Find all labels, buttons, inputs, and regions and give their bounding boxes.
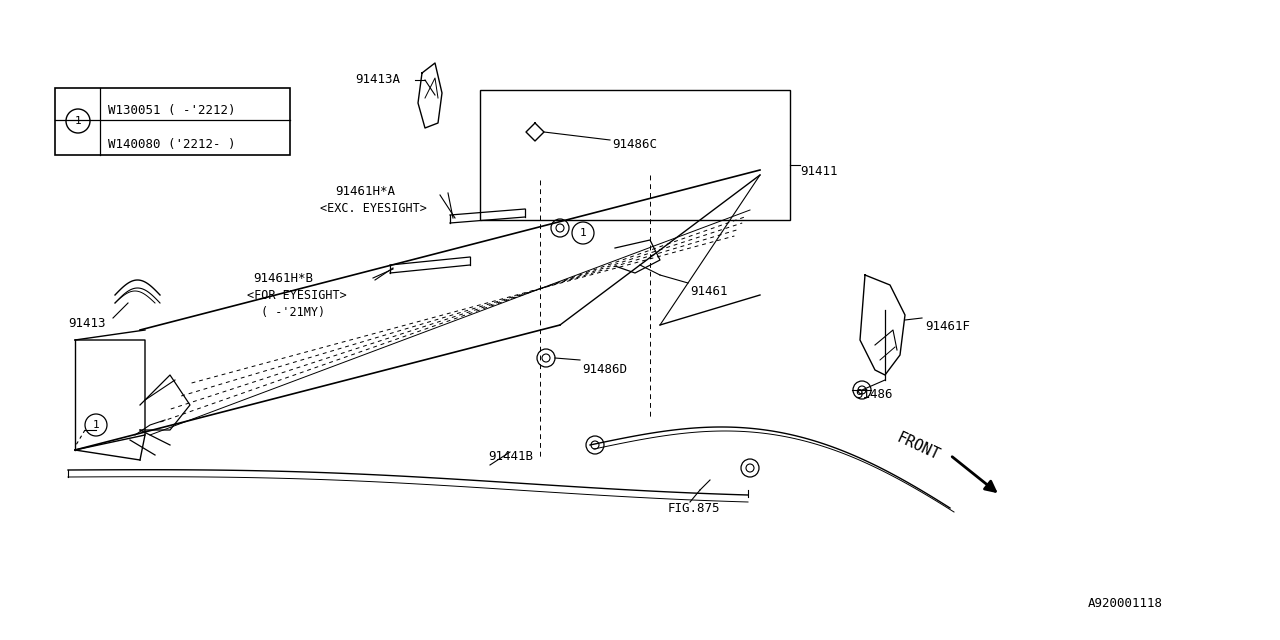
Text: 1: 1: [74, 116, 82, 126]
Text: 91486: 91486: [855, 388, 892, 401]
Text: A920001118: A920001118: [1088, 597, 1164, 610]
Text: <FOR EYESIGHT>: <FOR EYESIGHT>: [247, 289, 347, 302]
Text: 91461: 91461: [690, 285, 727, 298]
Text: FIG.875: FIG.875: [668, 502, 721, 515]
Text: 1: 1: [92, 420, 100, 430]
Text: FRONT: FRONT: [893, 430, 941, 463]
Text: <EXC. EYESIGHT>: <EXC. EYESIGHT>: [320, 202, 426, 215]
Text: 91486C: 91486C: [612, 138, 657, 151]
Text: W140080 ('2212- ): W140080 ('2212- ): [108, 138, 236, 151]
Bar: [55, 88, 291, 155]
Text: 91411: 91411: [800, 165, 837, 178]
Text: W130051 ( -'2212): W130051 ( -'2212): [108, 104, 236, 117]
Text: 91461H*A: 91461H*A: [335, 185, 396, 198]
Text: ( -'21MY): ( -'21MY): [261, 306, 325, 319]
Text: 91461H*B: 91461H*B: [253, 272, 314, 285]
Text: 91413: 91413: [68, 317, 105, 330]
Text: 91486D: 91486D: [582, 363, 627, 376]
Text: 1: 1: [580, 228, 586, 238]
Bar: [480, 90, 790, 220]
Text: 91413A: 91413A: [355, 73, 399, 86]
Text: 91461F: 91461F: [925, 320, 970, 333]
Text: 91441B: 91441B: [488, 450, 532, 463]
